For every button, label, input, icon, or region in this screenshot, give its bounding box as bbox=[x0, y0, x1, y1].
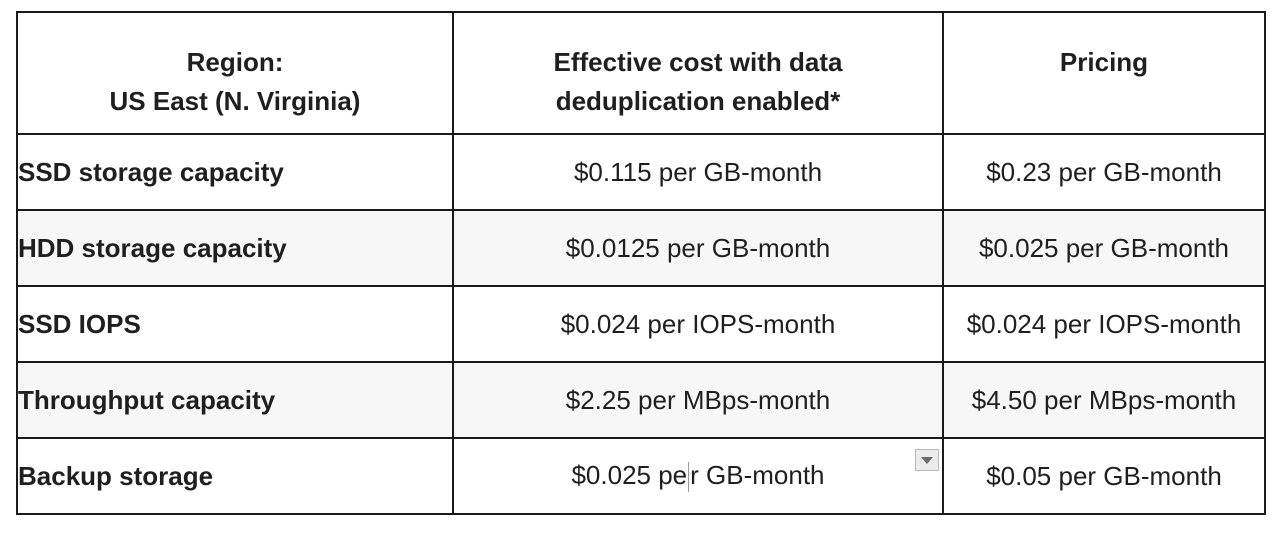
cell-text-before-cursor: $0.025 pe bbox=[571, 459, 688, 490]
pricing-cell[interactable]: $0.025 per GB-month bbox=[942, 209, 1266, 287]
pricing-cell[interactable]: $0.23 per GB-month bbox=[942, 133, 1266, 211]
active-cell-text: $0.025 pe r GB-month bbox=[454, 459, 942, 493]
region-label: Region: bbox=[186, 47, 284, 77]
table-row: Backup storage $0.025 pe r GB-month $0.05… bbox=[16, 437, 1266, 515]
chevron-down-glyph bbox=[921, 456, 933, 464]
row-label: Throughput capacity bbox=[16, 361, 454, 439]
effective-cost-cell-active[interactable]: $0.025 pe r GB-month bbox=[452, 437, 944, 515]
effective-cost-header-line1: Effective cost with data bbox=[553, 47, 843, 77]
effective-cost-cell[interactable]: $0.115 per GB-month bbox=[452, 133, 944, 211]
pricing-cell[interactable]: $0.05 per GB-month bbox=[942, 437, 1266, 515]
pricing-header: Pricing bbox=[942, 11, 1266, 135]
effective-cost-header: Effective cost with data deduplication e… bbox=[452, 11, 944, 135]
row-label: SSD storage capacity bbox=[16, 133, 454, 211]
table-row: SSD IOPS $0.024 per IOPS-month $0.024 pe… bbox=[16, 285, 1266, 363]
table-row: Throughput capacity $2.25 per MBps-month… bbox=[16, 361, 1266, 439]
header-row: Region: US East (N. Virginia) Effective … bbox=[16, 11, 1266, 135]
effective-cost-cell[interactable]: $2.25 per MBps-month bbox=[452, 361, 944, 439]
active-cell-wrapper: $0.025 pe r GB-month bbox=[454, 439, 942, 513]
row-label: Backup storage bbox=[16, 437, 454, 515]
chevron-down-icon[interactable] bbox=[915, 449, 939, 471]
table-row: HDD storage capacity $0.0125 per GB-mont… bbox=[16, 209, 1266, 287]
region-header: Region: US East (N. Virginia) bbox=[16, 11, 454, 135]
effective-cost-cell[interactable]: $0.024 per IOPS-month bbox=[452, 285, 944, 363]
effective-cost-header-line2: deduplication enabled* bbox=[555, 86, 841, 116]
pricing-cell[interactable]: $0.024 per IOPS-month bbox=[942, 285, 1266, 363]
pricing-cell[interactable]: $4.50 per MBps-month bbox=[942, 361, 1266, 439]
region-name: US East (N. Virginia) bbox=[109, 86, 361, 116]
table-row: SSD storage capacity $0.115 per GB-month… bbox=[16, 133, 1266, 211]
effective-cost-cell[interactable]: $0.0125 per GB-month bbox=[452, 209, 944, 287]
cell-text-after-cursor: r GB-month bbox=[690, 459, 825, 490]
row-label: SSD IOPS bbox=[16, 285, 454, 363]
row-label: HDD storage capacity bbox=[16, 209, 454, 287]
pricing-table: Region: US East (N. Virginia) Effective … bbox=[16, 11, 1266, 515]
text-cursor bbox=[688, 462, 690, 493]
